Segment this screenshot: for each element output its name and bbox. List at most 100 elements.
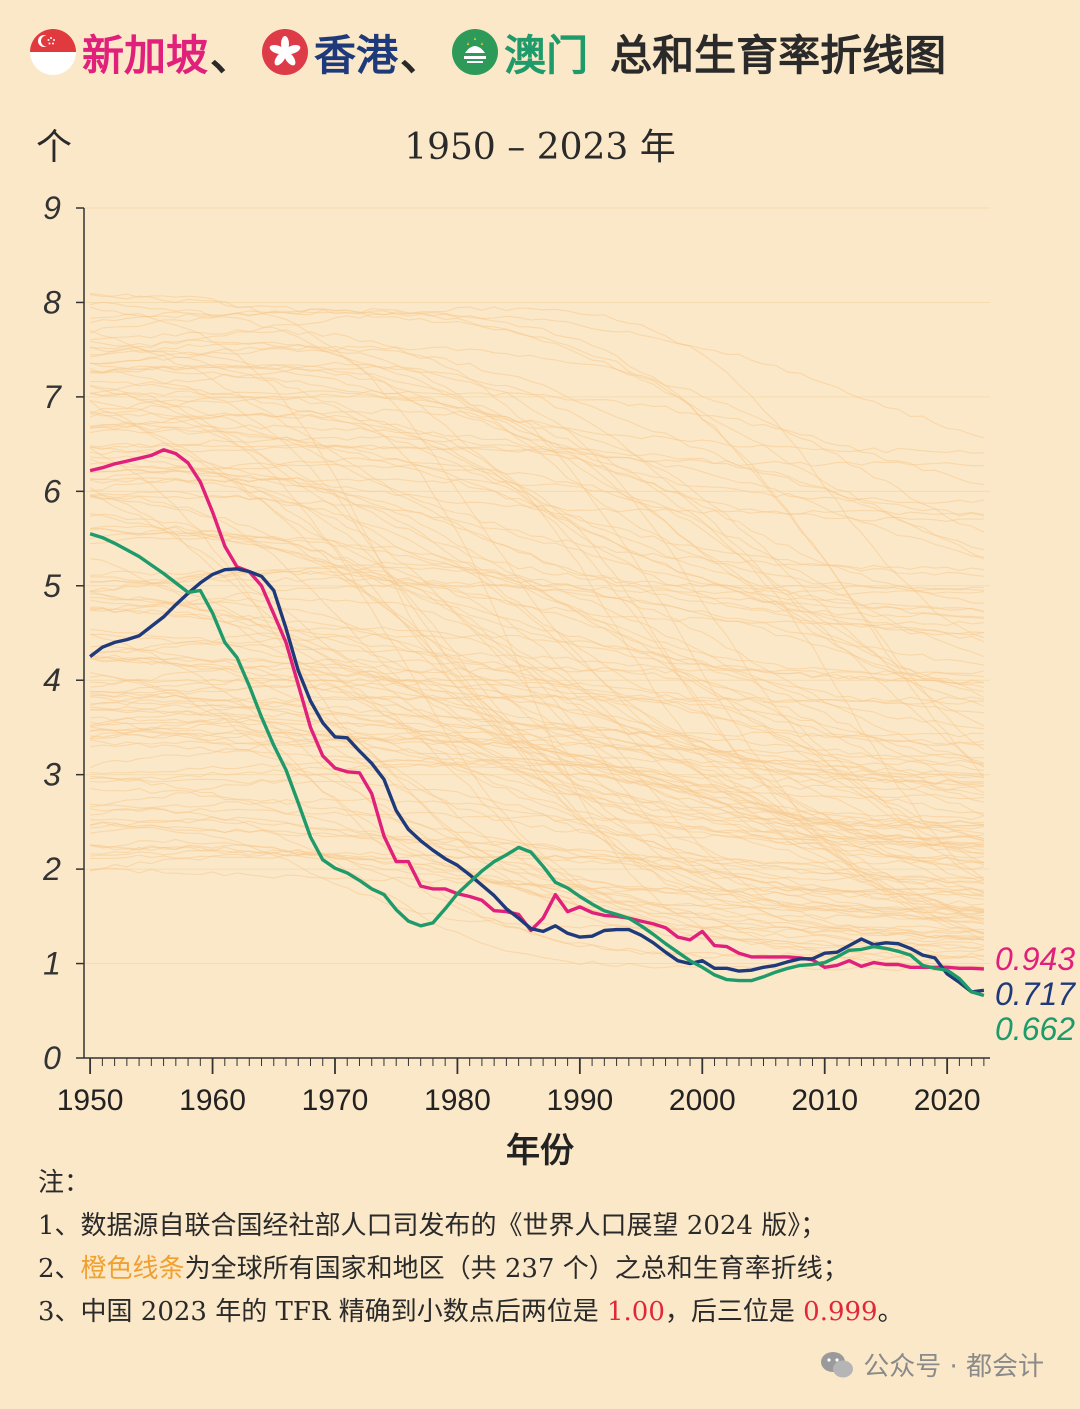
background-country-line [89, 821, 984, 924]
x-tick-label: 1970 [302, 1084, 369, 1117]
title-hongkong: 香港 [314, 30, 399, 80]
background-country-line [90, 340, 984, 619]
y-tick-label: 7 [43, 379, 62, 415]
background-country-line [89, 494, 985, 612]
background-country-line [90, 582, 984, 693]
background-country-line [90, 633, 985, 794]
background-country-line [89, 599, 984, 759]
background-country-line [90, 844, 985, 959]
background-country-line [90, 535, 984, 787]
note-3-value-1: 1.00 [607, 1297, 665, 1327]
background-country-line [89, 385, 984, 943]
background-country-line [90, 777, 985, 916]
x-tick-label: 1980 [424, 1084, 491, 1117]
background-country-line [89, 389, 984, 485]
y-tick-label: 9 [43, 190, 61, 226]
title-rest: 总和生育率折线图 [610, 30, 947, 80]
macau-flag-icon [452, 29, 499, 75]
background-country-line [89, 435, 984, 604]
background-country-line [90, 787, 985, 885]
background-country-line [90, 457, 984, 844]
background-country-line [90, 428, 984, 577]
series-line-2 [89, 532, 985, 998]
background-country-line [89, 362, 985, 689]
background-country-line [90, 576, 984, 666]
background-country-line [90, 478, 984, 678]
chart-title: 新加坡 、 香港 、 澳门 总和生育率折线图 [30, 22, 946, 82]
background-country-line [89, 721, 985, 934]
note-3-value-2: 0.999 [803, 1297, 878, 1327]
notes-section: 注： 1、数据源自联合国经社部人口司发布的《世界人口展望 2024 版》； 2、… [38, 1162, 904, 1334]
y-tick-label: 6 [43, 473, 61, 509]
y-tick-label: 5 [43, 568, 61, 604]
background-country-line [90, 461, 984, 850]
singapore-flag-icon [30, 29, 76, 75]
background-country-line [89, 365, 985, 699]
background-country-line [90, 694, 984, 847]
wechat-icon [819, 1350, 855, 1380]
x-tick-label: 2000 [669, 1084, 736, 1117]
background-country-line [89, 400, 984, 627]
background-country-line [89, 368, 984, 800]
background-country-line [90, 463, 985, 658]
background-country-line [89, 458, 984, 618]
background-country-line [90, 761, 985, 871]
x-tick-label: 2010 [791, 1084, 858, 1117]
background-country-line [90, 446, 984, 516]
background-country-line [89, 739, 984, 825]
background-country-line [90, 867, 984, 967]
background-country-line [90, 561, 984, 730]
background-country-line [90, 737, 985, 935]
title-macau: 澳门 [504, 30, 589, 80]
series-end-label: 0.717 [995, 976, 1076, 1012]
background-country-line [90, 626, 984, 940]
background-country-line [90, 569, 984, 714]
background-country-line [89, 393, 985, 768]
background-country-line [90, 803, 984, 972]
background-country-line [90, 666, 985, 803]
background-country-line [89, 487, 985, 703]
series-end-label: 0.943 [995, 941, 1075, 977]
background-country-line [89, 329, 985, 613]
note-3-prefix: 3、中国 2023 年的 TFR 精确到小数点后两位是 [38, 1297, 607, 1327]
background-country-line [90, 425, 985, 643]
y-tick-label: 2 [42, 851, 61, 887]
background-country-line [89, 494, 984, 779]
note-3-middle: ，后三位是 [664, 1297, 804, 1327]
background-country-line [90, 513, 984, 684]
background-country-line [90, 726, 984, 901]
background-country-line [90, 696, 984, 854]
background-country-line [90, 808, 984, 920]
background-country-line [89, 712, 985, 941]
background-country-line [90, 392, 984, 572]
note-2: 2、橙色线条为全球所有国家和地区（共 237 个）之总和生育率折线； [38, 1248, 904, 1291]
background-country-line [89, 590, 984, 846]
background-country-line [90, 703, 984, 834]
background-country-line [90, 730, 984, 912]
y-tick-label: 4 [43, 662, 61, 698]
background-country-line [90, 690, 985, 884]
title-separator: 、 [210, 30, 253, 80]
background-country-line [89, 445, 984, 558]
notes-header: 注： [38, 1168, 91, 1198]
background-country-line [90, 345, 985, 517]
background-country-line [90, 345, 985, 533]
background-country-line [89, 477, 985, 880]
note-3: 3、中国 2023 年的 TFR 精确到小数点后两位是 1.00，后三位是 0.… [38, 1291, 904, 1334]
background-country-line [89, 396, 984, 958]
background-country-line [90, 512, 985, 685]
x-tick-label: 1950 [57, 1084, 124, 1117]
background-country-line [89, 306, 984, 791]
background-country-line [89, 306, 985, 639]
background-country-line [89, 633, 984, 893]
note-2-text: 为全球所有国家和地区（共 237 个）之总和生育率折线； [184, 1254, 849, 1284]
note-1: 1、数据源自联合国经社部人口司发布的《世界人口展望 2024 版》； [38, 1211, 827, 1241]
background-country-line [90, 816, 984, 920]
background-country-line [90, 422, 984, 522]
y-tick-label: 0 [43, 1040, 61, 1076]
x-tick-label: 1990 [546, 1084, 613, 1117]
background-country-line [90, 380, 985, 636]
y-tick-label: 1 [43, 946, 61, 982]
background-country-line [90, 490, 984, 914]
background-country-line [89, 570, 984, 859]
